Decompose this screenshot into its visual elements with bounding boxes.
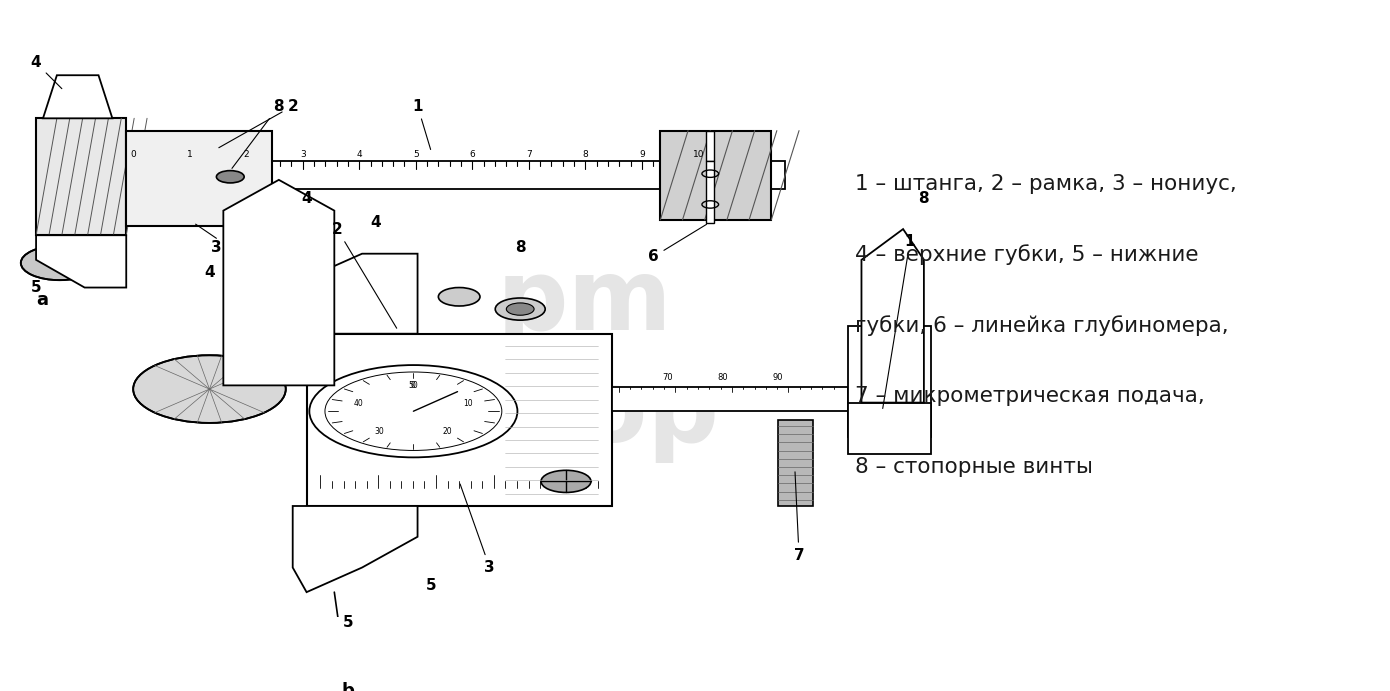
Bar [778,420,813,506]
Circle shape [310,365,517,457]
Circle shape [217,171,245,183]
Bar [612,386,848,411]
Text: 10: 10 [463,399,473,408]
Text: 6: 6 [648,225,706,264]
Text: 4: 4 [31,55,61,88]
Text: 4: 4 [302,191,311,206]
Circle shape [495,298,545,320]
Text: 8: 8 [919,191,929,206]
Polygon shape [43,75,113,118]
Text: 8: 8 [582,149,588,158]
Text: b: b [342,681,354,691]
Text: 1: 1 [883,234,915,408]
Text: 6: 6 [470,149,475,158]
Text: 50: 50 [409,381,418,390]
Text: 8 – стопорные винты: 8 – стопорные винты [855,457,1093,477]
Ellipse shape [321,665,403,680]
Text: 8: 8 [514,240,525,255]
Text: 2: 2 [218,99,297,148]
Text: 8: 8 [232,99,284,169]
Polygon shape [293,254,417,334]
Bar [307,334,612,506]
Text: 2: 2 [332,222,396,328]
Text: 7: 7 [525,149,531,158]
Text: 30: 30 [375,427,385,436]
Text: pm
shop: pm shop [449,254,720,463]
Bar [126,162,785,189]
Bar [36,118,126,235]
Bar [126,131,272,226]
Text: 40: 40 [354,399,364,408]
Bar [126,131,272,226]
Text: a: a [36,291,49,309]
Text: 4: 4 [204,265,215,280]
Text: 3: 3 [300,149,306,158]
Text: 5: 5 [413,149,418,158]
Text: 7: 7 [794,472,805,562]
Polygon shape [293,506,417,592]
Text: 1: 1 [413,99,431,149]
Bar [848,326,931,437]
Text: 70: 70 [662,373,673,382]
Circle shape [506,303,534,315]
Text: 0: 0 [131,149,136,158]
Text: 5: 5 [343,616,353,630]
Text: 10: 10 [692,149,705,158]
Text: 9: 9 [639,149,645,158]
Text: 5: 5 [31,280,42,295]
Text: 5: 5 [427,578,436,594]
Text: 1 – штанга, 2 – рамка, 3 – нониус,: 1 – штанга, 2 – рамка, 3 – нониус, [855,173,1236,193]
Text: 80: 80 [717,373,728,382]
Polygon shape [848,403,931,454]
Text: 7 – микрометрическая подача,: 7 – микрометрическая подача, [855,386,1204,406]
Bar [660,131,771,220]
Polygon shape [36,235,126,287]
Text: 90: 90 [773,373,784,382]
Text: губки, 6 – линейка глубиномера,: губки, 6 – линейка глубиномера, [855,315,1229,336]
Circle shape [133,355,286,423]
Circle shape [541,471,591,493]
Text: 4 – верхние губки, 5 – нижние: 4 – верхние губки, 5 – нижние [855,245,1198,265]
Text: 4: 4 [371,216,381,230]
Text: 0: 0 [411,381,416,390]
Bar [706,162,714,223]
Text: 1: 1 [186,149,193,158]
Polygon shape [224,180,335,386]
Circle shape [438,287,480,306]
Text: 2: 2 [243,149,249,158]
Text: 3: 3 [460,484,495,575]
Bar [706,131,714,162]
Text: 20: 20 [442,427,452,436]
Circle shape [21,246,99,280]
Polygon shape [862,229,924,403]
Text: 3: 3 [211,240,222,255]
Text: 4: 4 [356,149,361,158]
